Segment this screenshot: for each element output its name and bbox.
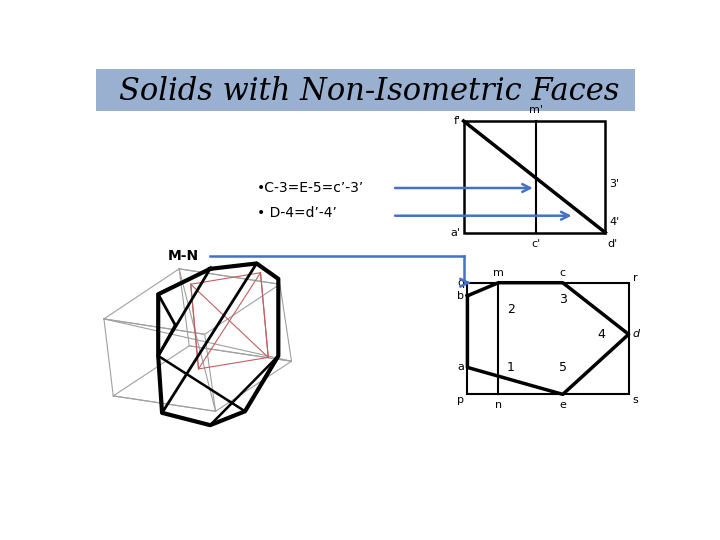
Text: 4: 4 bbox=[598, 328, 606, 341]
Text: b: b bbox=[457, 291, 464, 301]
Text: 4': 4' bbox=[609, 217, 619, 227]
Text: 3: 3 bbox=[559, 293, 567, 306]
Text: • D-4=d’-4’: • D-4=d’-4’ bbox=[256, 206, 336, 220]
Text: e: e bbox=[559, 400, 566, 410]
Text: f': f' bbox=[454, 116, 461, 126]
Text: 2: 2 bbox=[507, 303, 515, 316]
Text: a': a' bbox=[451, 228, 461, 238]
Text: d: d bbox=[632, 329, 639, 339]
Text: p: p bbox=[457, 395, 464, 405]
Text: a: a bbox=[457, 362, 464, 373]
Text: M-N: M-N bbox=[168, 249, 199, 263]
Bar bbox=[96, 69, 635, 111]
Text: Solids with Non-Isometric Faces: Solids with Non-Isometric Faces bbox=[119, 76, 619, 107]
Text: 5: 5 bbox=[559, 361, 567, 374]
Text: r: r bbox=[632, 273, 637, 283]
Text: n: n bbox=[495, 400, 502, 410]
Text: q: q bbox=[457, 278, 464, 288]
Text: m: m bbox=[493, 268, 504, 278]
Text: •C-3=E-5=c’-3’: •C-3=E-5=c’-3’ bbox=[256, 181, 364, 195]
Text: 1: 1 bbox=[507, 361, 515, 374]
Text: 3': 3' bbox=[609, 179, 619, 189]
Text: c': c' bbox=[531, 239, 540, 249]
Text: c: c bbox=[559, 268, 566, 278]
Text: d': d' bbox=[608, 239, 618, 249]
Text: s: s bbox=[632, 395, 638, 405]
Text: m': m' bbox=[528, 105, 543, 115]
